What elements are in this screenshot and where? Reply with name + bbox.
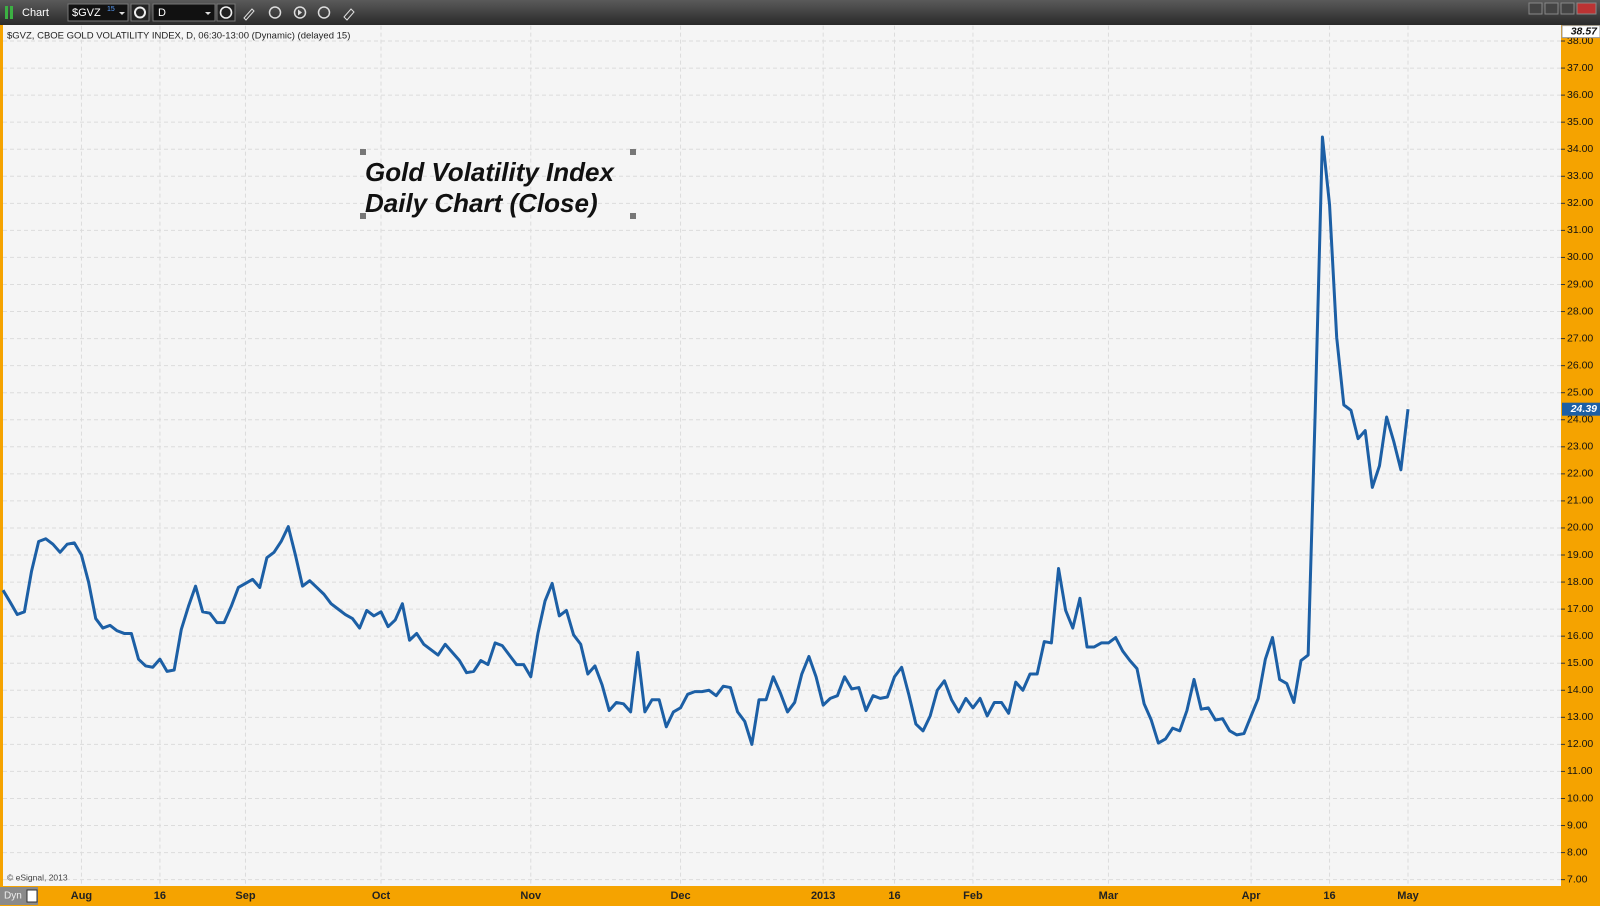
y-axis-strip [1561, 25, 1600, 906]
price-line [1, 135, 1410, 746]
y-tick-label: 10.00 [1567, 792, 1593, 804]
y-tick-label: 27.00 [1567, 332, 1593, 344]
y-tick-label: 23.00 [1567, 441, 1593, 453]
y-tick-label: 29.00 [1567, 278, 1593, 290]
x-tick-label: Nov [520, 890, 542, 902]
y-tick-label: 28.00 [1567, 305, 1593, 317]
y-tick-label: 13.00 [1567, 711, 1593, 723]
window-title: Chart [22, 7, 49, 19]
y-tick-label: 17.00 [1567, 603, 1593, 615]
window-maximize[interactable] [1544, 2, 1559, 15]
interval-box[interactable] [152, 3, 216, 22]
play-tool[interactable] [293, 6, 307, 19]
y-tick-label: 16.00 [1567, 630, 1593, 642]
left-border [0, 25, 3, 886]
x-tick-label: May [1397, 890, 1419, 902]
clock-icon[interactable] [219, 6, 233, 19]
dropdown-arrow[interactable] [119, 12, 125, 15]
draw-tool[interactable] [243, 8, 255, 21]
x-tick-label: 2013 [811, 890, 835, 902]
toolbar [0, 0, 1600, 25]
y-tick-label: 7.00 [1567, 873, 1588, 885]
last-value-label: 24.39 [1570, 403, 1597, 415]
x-tick-label: Apr [1242, 890, 1262, 902]
y-tick-label: 25.00 [1567, 386, 1593, 398]
annotation[interactable]: Daily Chart (Close) [365, 188, 598, 218]
y-tick-label: 24.00 [1567, 414, 1593, 426]
y-tick-label: 22.00 [1567, 468, 1593, 480]
dropdown-arrow[interactable] [205, 12, 211, 15]
scale-top-box [1561, 25, 1600, 39]
y-tick-label: 34.00 [1567, 143, 1593, 155]
x-tick-label: Dec [670, 890, 690, 902]
copyright: © eSignal, 2013 [7, 872, 68, 882]
scale-top-label: 38.57 [1571, 25, 1598, 37]
y-tick-label: 14.00 [1567, 684, 1593, 696]
refresh-tool[interactable] [268, 6, 282, 19]
app-icon [10, 6, 13, 19]
window-close[interactable] [1576, 2, 1597, 15]
y-tick-label: 31.00 [1567, 224, 1593, 236]
y-tick-label: 36.00 [1567, 89, 1593, 101]
y-tick-label: 20.00 [1567, 522, 1593, 534]
annotation[interactable]: Gold Volatility Index [365, 157, 615, 187]
x-axis-strip [0, 886, 1600, 906]
x-tick-label: Aug [71, 890, 92, 902]
y-tick-label: 9.00 [1567, 819, 1588, 831]
y-tick-label: 33.00 [1567, 170, 1593, 182]
symbol[interactable]: $GVZ [72, 7, 101, 19]
x-tick-label: 16 [154, 890, 166, 902]
y-tick-label: 26.00 [1567, 359, 1593, 371]
settings-button[interactable] [130, 3, 150, 22]
interval[interactable]: D [158, 7, 166, 19]
alert-tool[interactable] [317, 6, 331, 19]
y-tick-label: 30.00 [1567, 251, 1593, 263]
last-value-box [1562, 402, 1600, 416]
y-tick-label: 12.00 [1567, 738, 1593, 750]
y-tick-label: 18.00 [1567, 576, 1593, 588]
chart-subtitle: $GVZ, CBOE GOLD VOLATILITY INDEX, D, 06:… [7, 31, 350, 42]
x-tick-label: Feb [963, 890, 983, 902]
plot-area [3, 25, 1561, 886]
x-tick-label: 16 [1323, 890, 1335, 902]
play-icon[interactable] [298, 9, 302, 16]
x-tick-label: 16 [888, 890, 900, 902]
mode-icon[interactable] [26, 889, 38, 903]
window-minimize[interactable] [1560, 2, 1575, 15]
y-tick-label: 37.00 [1567, 62, 1593, 74]
y-tick-label: 8.00 [1567, 846, 1588, 858]
selection-handle[interactable] [630, 213, 636, 219]
y-tick-label: 11.00 [1567, 765, 1593, 777]
y-tick-label: 35.00 [1567, 116, 1593, 128]
symbol-badge: 15 [107, 6, 115, 13]
x-tick-label: Mar [1099, 890, 1119, 902]
x-tick-label: Oct [372, 890, 391, 902]
y-tick-label: 15.00 [1567, 657, 1593, 669]
y-tick-label: 32.00 [1567, 197, 1593, 209]
y-tick-label: 21.00 [1567, 495, 1593, 507]
selection-handle[interactable] [360, 213, 366, 219]
link-tool[interactable] [343, 8, 355, 21]
symbol-box[interactable] [67, 3, 129, 22]
app-icon [5, 6, 8, 19]
y-tick-label: 19.00 [1567, 549, 1593, 561]
selection-handle[interactable] [630, 149, 636, 155]
window-restore[interactable] [1528, 2, 1543, 15]
mode-label[interactable]: Dyn [4, 891, 22, 902]
settings-icon[interactable] [134, 6, 146, 19]
selection-handle[interactable] [360, 149, 366, 155]
x-tick-label: Sep [235, 890, 255, 902]
